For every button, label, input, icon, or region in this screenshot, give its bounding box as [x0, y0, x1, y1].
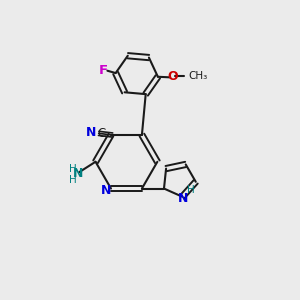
Text: C: C [98, 127, 106, 140]
Text: N: N [178, 192, 188, 205]
Text: N: N [73, 167, 83, 180]
Text: CH₃: CH₃ [189, 71, 208, 81]
Text: N: N [100, 184, 111, 197]
Text: H: H [69, 164, 77, 174]
Text: N: N [86, 126, 96, 139]
Text: O: O [167, 70, 178, 83]
Text: F: F [99, 64, 108, 77]
Text: H: H [187, 185, 194, 195]
Text: H: H [69, 175, 77, 185]
